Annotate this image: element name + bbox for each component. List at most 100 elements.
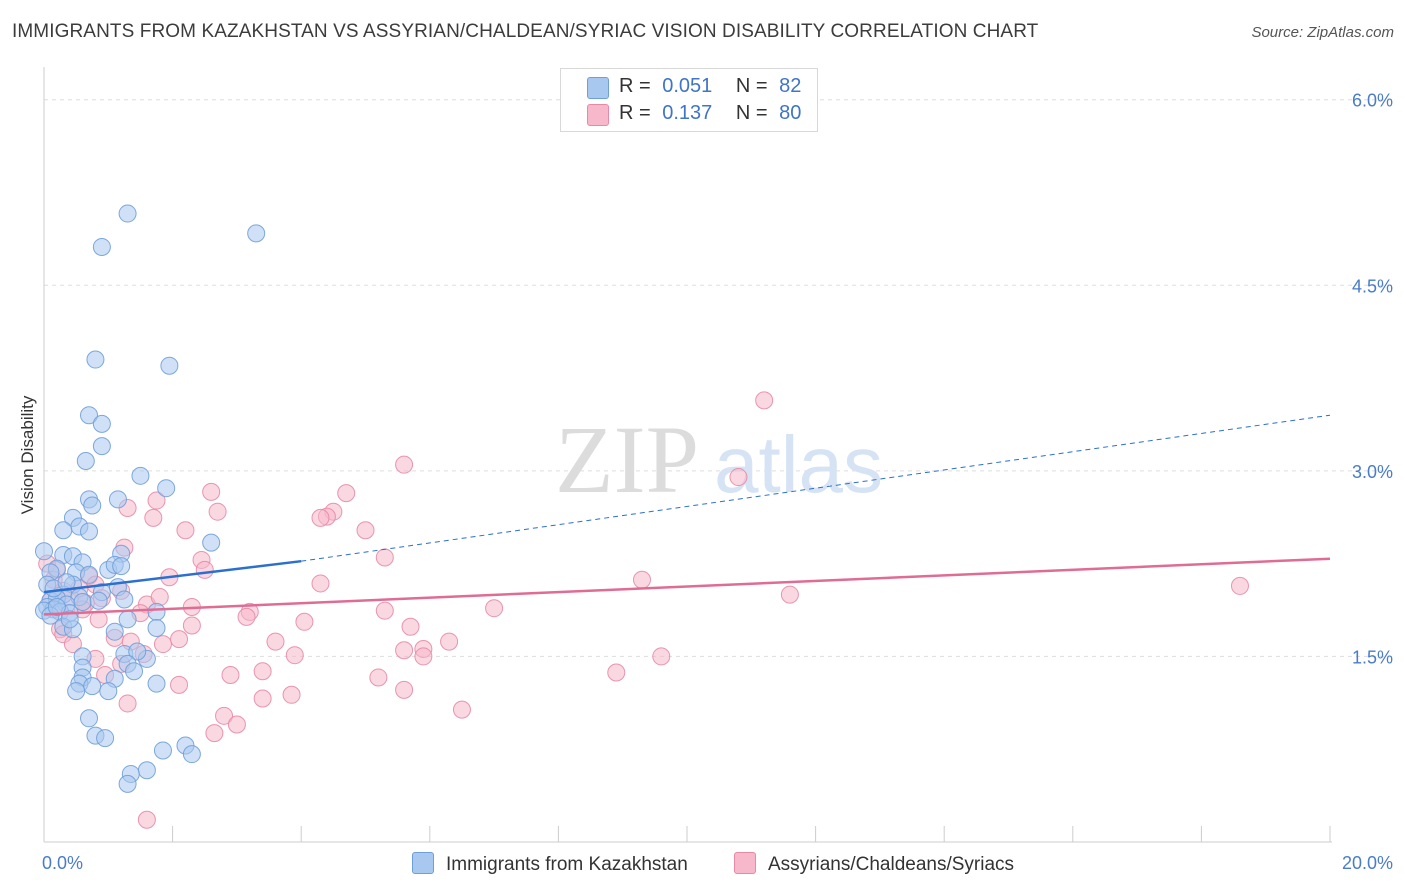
legend-n-label-blue: N =	[735, 75, 768, 97]
blue-point	[105, 622, 124, 641]
pink-point	[227, 715, 246, 734]
pink-point	[401, 617, 420, 636]
pink-point	[395, 680, 414, 699]
source-label: Source: ZipAtlas.com	[1251, 24, 1394, 41]
pink-point	[170, 630, 189, 649]
watermark-atlas: atlas	[714, 420, 883, 509]
pink-point	[356, 521, 375, 540]
blue-point	[153, 741, 172, 760]
blue-point	[92, 237, 111, 256]
blue-trend-line	[43, 559, 302, 594]
blue-point	[157, 479, 176, 498]
blue-point	[60, 610, 79, 629]
blue-point	[76, 451, 95, 470]
pink-point	[652, 647, 671, 666]
blue-point	[35, 542, 53, 561]
blue-point	[147, 618, 166, 637]
blue-point	[125, 662, 144, 681]
legend-swatch-pink	[587, 104, 609, 126]
pink-point	[118, 694, 137, 713]
legend-r-value-blue: 0.051	[662, 75, 713, 97]
blue-point	[67, 682, 86, 701]
pink-point	[375, 601, 394, 620]
pink-point	[337, 484, 356, 503]
blue-point	[137, 761, 156, 780]
pink-point	[395, 641, 414, 660]
pink-point	[147, 491, 166, 510]
pink-point	[1230, 576, 1249, 595]
y-tick-label: 1.5%	[1352, 647, 1393, 667]
chart-title: IMMIGRANTS FROM KAZAKHSTAN VS ASSYRIAN/C…	[12, 21, 1039, 42]
pink-point	[150, 588, 169, 607]
pink-point	[221, 665, 240, 684]
legend-r-value-pink: 0.137	[662, 102, 713, 124]
pink-point	[780, 585, 799, 604]
blue-point	[118, 204, 137, 223]
pink-trend-line	[43, 557, 1331, 616]
y-tick-label: 4.5%	[1352, 276, 1393, 296]
pink-point	[208, 502, 227, 521]
bottom-legend-label-pink: Assyrians/Chaldeans/Syriacs	[768, 854, 1015, 875]
trend-lines	[43, 414, 1331, 616]
blue-point	[131, 466, 150, 485]
pink-point	[285, 646, 304, 665]
pink-point	[215, 706, 234, 725]
blue-point	[80, 709, 99, 728]
pink-point	[395, 455, 414, 474]
pink-point	[205, 724, 224, 743]
pink-point	[253, 689, 272, 708]
pink-point	[170, 675, 189, 694]
bottom-legend-label-blue: Immigrants from Kazakhstan	[446, 854, 688, 875]
legend-r-label-pink: R =	[619, 102, 651, 124]
blue-point	[99, 682, 118, 701]
pink-point	[182, 616, 201, 635]
legend-swatch-blue	[587, 77, 609, 99]
blue-point	[80, 522, 99, 541]
pink-point	[369, 668, 388, 687]
blue-point	[112, 557, 131, 576]
pink-point	[295, 612, 314, 631]
blue-point	[80, 565, 99, 584]
pink-point	[632, 570, 651, 589]
blue-point	[86, 350, 105, 369]
x-tick-label: 0.0%	[42, 853, 83, 873]
blue-point	[96, 729, 115, 748]
pink-point	[144, 508, 163, 527]
blue-point	[57, 573, 76, 592]
blue-point	[92, 437, 111, 456]
pink-point	[137, 810, 156, 829]
pink-point	[452, 700, 471, 719]
x-tick-label: 20.0%	[1342, 853, 1393, 873]
blue-point	[54, 521, 73, 540]
blue-point	[80, 406, 99, 425]
blue-point	[83, 677, 102, 696]
blue-point	[202, 533, 221, 552]
pink-point	[607, 663, 626, 682]
blue-point	[118, 610, 137, 629]
pink-point	[237, 607, 256, 626]
pink-point	[375, 548, 394, 567]
pink-point	[282, 685, 301, 704]
blue-point	[115, 590, 134, 609]
blue-series-points	[35, 204, 266, 793]
watermark-zip: ZIP	[555, 406, 699, 513]
stats-legend: R = 0.051 N = 82 R = 0.137 N = 80	[560, 68, 818, 132]
pink-point	[755, 391, 774, 410]
blue-point	[118, 774, 137, 793]
blue-point	[47, 597, 66, 616]
y-axis-title: Vision Disability	[18, 395, 37, 514]
y-tick-label: 6.0%	[1352, 91, 1393, 111]
bottom-legend-blue: Immigrants from Kazakhstan	[412, 852, 688, 876]
blue-point	[92, 414, 111, 433]
blue-point	[147, 602, 166, 621]
tick-labels: 1.5% 3.0% 4.5% 6.0% 0.0% 20.0%	[42, 91, 1393, 873]
pink-point	[266, 632, 285, 651]
blue-point	[147, 674, 166, 693]
blue-point	[160, 356, 179, 375]
legend-r-label-blue: R =	[619, 75, 651, 97]
bottom-legend-swatch-pink	[734, 852, 756, 874]
pink-point	[485, 599, 504, 618]
blue-point	[83, 496, 102, 515]
legend-n-value-blue: 82	[779, 75, 802, 97]
blue-point	[108, 490, 127, 509]
